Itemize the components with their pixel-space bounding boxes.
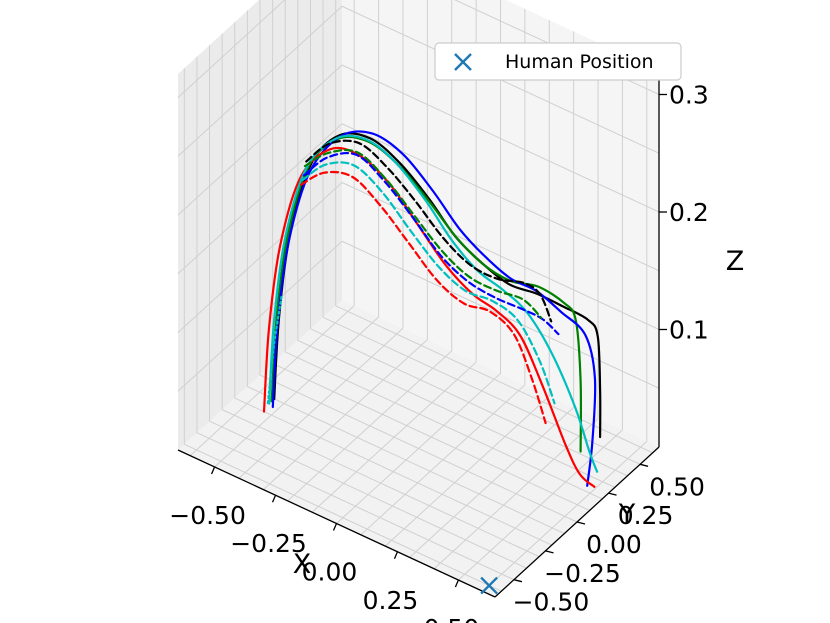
y-tick-label: −0.50 (513, 588, 590, 617)
series-line-2 (270, 135, 583, 453)
x-tick (210, 466, 216, 475)
x-tick-label: 0.00 (302, 558, 358, 587)
grid-line-y (297, 339, 616, 488)
grid-line-y (234, 397, 552, 546)
grid-line-y (272, 363, 590, 511)
series-line-4 (262, 146, 596, 488)
grid-line-y (285, 351, 603, 500)
grid-lines (177, 0, 660, 592)
grid-line-y (184, 443, 502, 592)
x-tick-label: −0.25 (230, 529, 307, 558)
series-line-3 (271, 130, 597, 487)
human-position-marker (480, 576, 498, 595)
grid-line-y (310, 328, 628, 477)
x-axis-title: X (293, 549, 312, 580)
series-line-8 (300, 170, 547, 425)
y-axis-title: Y (618, 499, 636, 530)
marker-layer (480, 576, 498, 595)
z-tick-label: 0.1 (669, 316, 709, 345)
y-tick (513, 579, 523, 583)
axis-panes (178, 0, 659, 597)
z-tick-label: 0.3 (669, 81, 709, 110)
z-tick-label: 0.2 (669, 198, 709, 227)
x-tick-label: 0.50 (424, 614, 480, 623)
y-tick (639, 463, 649, 467)
legend-box (434, 42, 682, 81)
x-tick (393, 551, 399, 560)
y-tick-label: −0.25 (544, 559, 621, 588)
series-line-6 (305, 139, 553, 323)
grid-line-z (177, 64, 343, 216)
series-line-9 (301, 161, 556, 405)
grid-line-y (209, 420, 527, 569)
series-line-7 (302, 152, 560, 336)
x-tick (271, 494, 277, 503)
grid-line-z (341, 64, 660, 213)
grid-line-z (177, 182, 343, 333)
legend-marker-x (454, 53, 472, 71)
series-line-10 (303, 148, 543, 319)
y-tick (545, 550, 554, 554)
grid-line-z (177, 240, 343, 392)
grid-line-y (247, 386, 565, 534)
grid-line-y (221, 409, 540, 558)
y-tick (576, 521, 586, 525)
x-tick (332, 523, 338, 531)
y-tick-label: 0.50 (649, 472, 705, 501)
series-layer (262, 130, 602, 488)
y-tick (608, 492, 617, 496)
x-tick (454, 579, 460, 588)
tick-labels: −0.50−0.250.000.250.50−0.50−0.250.000.25… (169, 81, 709, 623)
legend-marker-human-position (454, 53, 472, 71)
y-tick-label: 0.25 (618, 501, 674, 530)
tick-marks (210, 93, 667, 588)
series-line-11 (266, 295, 283, 405)
grid-line-y (196, 432, 515, 581)
grid-line-z (177, 5, 343, 157)
series-line-5 (268, 134, 599, 473)
z-axis-title: Z (726, 246, 745, 277)
legend: Human Position (434, 42, 682, 81)
grid-line-z (177, 123, 343, 275)
grid-line-y (259, 374, 578, 523)
grid-line-y (322, 316, 641, 465)
y-tick-label: 0.00 (586, 530, 642, 559)
grid-line-z (177, 0, 286, 98)
x-tick-label: 0.25 (363, 586, 419, 615)
legend-label-human-position: Human Position (505, 51, 654, 73)
x-tick-label: −0.50 (169, 501, 246, 530)
